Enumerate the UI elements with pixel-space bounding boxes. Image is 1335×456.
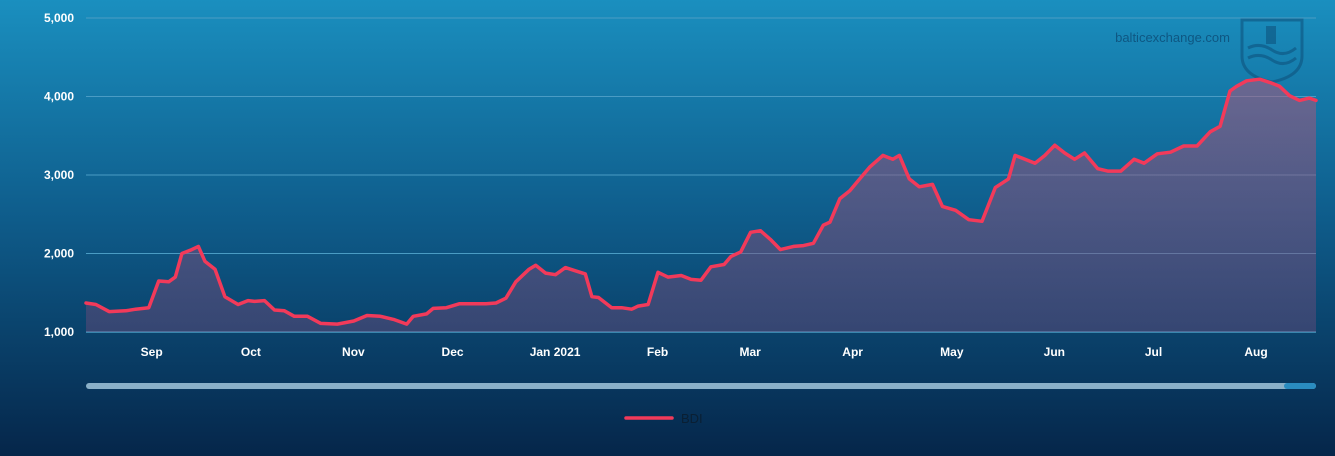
y-tick-label: 2,000 [44,247,74,261]
y-axis-ticks: 1,000 2,000 3,000 4,000 5,000 [44,11,74,339]
x-tick-label: Feb [647,345,668,359]
x-tick-label: Jan 2021 [530,345,581,359]
y-tick-label: 1,000 [44,325,74,339]
y-tick-label: 3,000 [44,168,74,182]
y-tick-label: 5,000 [44,11,74,25]
scrollbar-thumb-end[interactable] [1284,383,1316,389]
watermark-text: balticexchange.com [1115,30,1230,45]
bdi-area-fill [86,79,1316,332]
x-tick-label: Dec [442,345,464,359]
x-tick-label: Aug [1244,345,1267,359]
legend-label-bdi: BDI [681,411,703,426]
x-tick-label: May [940,345,964,359]
x-axis-ticks: Sep Oct Nov Dec Jan 2021 Feb Mar Apr May Jun Jul Au… [141,345,1268,359]
x-tick-label: Mar [739,345,761,359]
x-tick-label: Jul [1145,345,1162,359]
x-tick-label: Apr [842,345,863,359]
legend[interactable]: BDI [624,411,703,426]
bdi-series-line [84,77,1318,326]
x-tick-label: Sep [141,345,163,359]
baltic-exchange-logo-icon [1240,18,1304,84]
x-tick-label: Nov [342,345,365,359]
y-tick-label: 4,000 [44,90,74,104]
x-tick-label: Oct [241,345,261,359]
scrollbar-track[interactable] [86,383,1316,389]
x-tick-label: Jun [1044,345,1065,359]
